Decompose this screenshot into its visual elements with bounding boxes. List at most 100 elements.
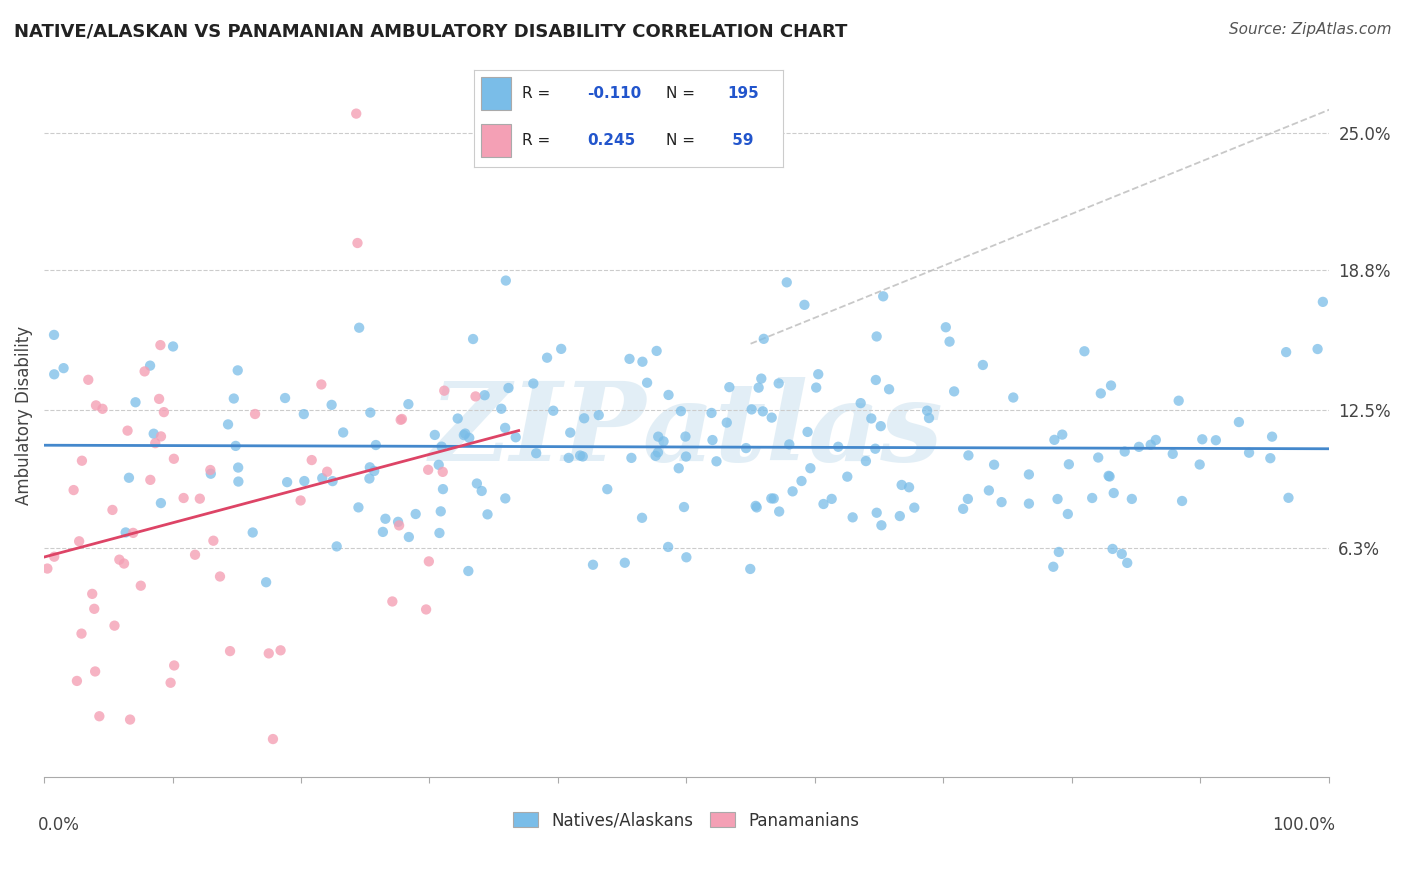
Point <box>1018 467 1040 482</box>
Point <box>347 500 370 515</box>
Point <box>391 412 413 426</box>
Point <box>957 449 980 463</box>
Point <box>761 410 783 425</box>
Point <box>1114 444 1136 458</box>
Point <box>613 556 636 570</box>
Point <box>124 395 146 409</box>
Point <box>120 713 142 727</box>
Point <box>44 549 66 564</box>
Point <box>716 416 738 430</box>
Point <box>1205 434 1227 448</box>
Point <box>464 389 486 403</box>
Point <box>636 376 658 390</box>
Point <box>1047 545 1070 559</box>
Point <box>582 558 605 572</box>
Point <box>321 398 343 412</box>
Point <box>1128 440 1150 454</box>
Point <box>461 332 484 346</box>
Point <box>752 332 775 346</box>
Point <box>657 540 679 554</box>
Point <box>866 506 889 520</box>
Point <box>749 371 772 385</box>
Point <box>494 421 516 435</box>
Text: ZIPatlas: ZIPatlas <box>429 376 943 484</box>
Point <box>433 384 456 398</box>
Point <box>1227 415 1250 429</box>
Point <box>243 407 266 421</box>
Point <box>101 503 124 517</box>
Point <box>415 602 437 616</box>
Point <box>620 450 643 465</box>
Point <box>129 579 152 593</box>
Point <box>718 380 741 394</box>
Point <box>162 339 184 353</box>
Point <box>112 557 135 571</box>
Point <box>89 709 111 723</box>
Point <box>866 329 889 343</box>
Point <box>571 450 593 464</box>
Point <box>447 411 470 425</box>
Point <box>799 461 821 475</box>
Point <box>67 534 90 549</box>
Point <box>572 411 595 425</box>
Point <box>471 483 494 498</box>
Point <box>631 511 654 525</box>
Point <box>903 500 925 515</box>
Point <box>262 732 284 747</box>
Point <box>1042 559 1064 574</box>
Point <box>347 320 370 334</box>
Point <box>1087 450 1109 465</box>
Text: 100.0%: 100.0% <box>1272 816 1336 834</box>
Point <box>359 460 381 475</box>
Point <box>672 500 695 514</box>
Point <box>44 368 66 382</box>
Point <box>943 384 966 399</box>
Point <box>782 484 804 499</box>
Point <box>762 491 785 506</box>
Point <box>42 327 65 342</box>
Point <box>745 500 768 515</box>
Point <box>1046 491 1069 506</box>
Point <box>1121 491 1143 506</box>
Point <box>977 483 1000 498</box>
Point <box>292 474 315 488</box>
Point <box>1057 457 1080 471</box>
Point <box>1139 438 1161 452</box>
Point <box>807 368 830 382</box>
Point <box>153 405 176 419</box>
Point <box>855 454 877 468</box>
Point <box>381 594 404 608</box>
Point <box>432 482 454 496</box>
Point <box>1018 497 1040 511</box>
Point <box>536 351 558 365</box>
Point <box>596 482 619 496</box>
Point <box>254 575 277 590</box>
Point <box>1188 458 1211 472</box>
Point <box>143 436 166 450</box>
Point <box>990 495 1012 509</box>
Point <box>768 504 790 518</box>
Point <box>1111 547 1133 561</box>
Point <box>139 473 162 487</box>
Point <box>52 361 75 376</box>
Point <box>117 424 139 438</box>
Point <box>163 658 186 673</box>
Legend: Natives/Alaskans, Panamanians: Natives/Alaskans, Panamanians <box>513 812 859 830</box>
Point <box>84 398 107 412</box>
Point <box>322 474 344 488</box>
Point <box>149 338 172 352</box>
Point <box>740 562 762 576</box>
Point <box>1073 344 1095 359</box>
Point <box>744 499 766 513</box>
Point <box>344 106 367 120</box>
Point <box>675 450 697 464</box>
Point <box>427 458 450 472</box>
Point <box>474 388 496 402</box>
Point <box>827 440 849 454</box>
Point <box>208 569 231 583</box>
Point <box>429 526 451 541</box>
Point <box>543 403 565 417</box>
Point <box>1191 432 1213 446</box>
Point <box>184 548 207 562</box>
Point <box>869 419 891 434</box>
